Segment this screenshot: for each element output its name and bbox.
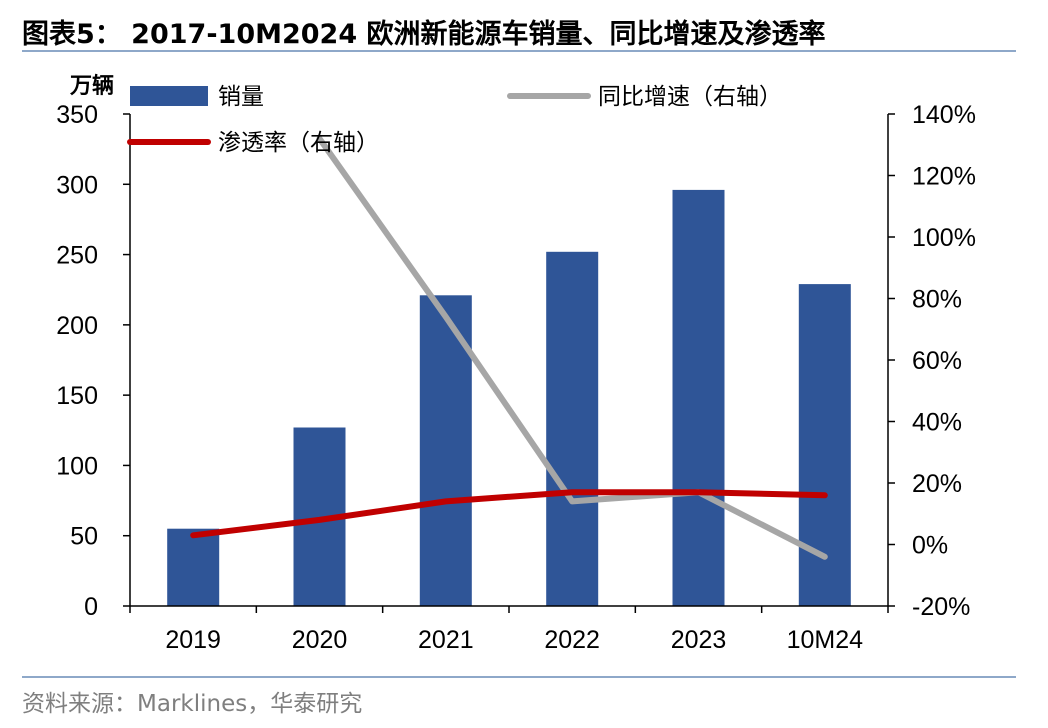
right-tick-label: -20% [912,593,970,621]
lines-layer [190,135,828,560]
series-line-0 [316,135,828,560]
axes-layer: 0 50 100 150 200 250 300 350 -20% 0% 20% 40% 60% 80% 1… [56,101,976,654]
x-tick-label: 2019 [165,626,221,654]
x-tick-label: 10M24 [787,626,864,654]
legend-label-yoy: 同比增速（右轴） [598,84,782,110]
chart-title: 图表5： 2017-10M2024 欧洲新能源车销量、同比增速及渗透率 [22,19,826,50]
right-tick-label: 60% [912,347,962,375]
bar-2019 [167,528,220,606]
legend-label-sales: 销量 [218,84,264,110]
bar-10M24 [798,284,851,606]
bar-2022 [546,251,599,607]
left-tick-label: 100 [56,452,98,480]
chart-source: 资料来源：Marklines，华泰研究 [22,691,363,717]
legend: 销量 同比增速（右轴） 渗透率（右轴） [127,84,782,156]
right-tick-label: 0% [912,532,948,560]
right-tick-label: 100% [912,224,976,252]
x-tick-label: 2021 [418,626,474,654]
title-divider [22,50,1016,52]
right-tick-label: 140% [912,101,976,129]
left-tick-label: 50 [70,523,98,551]
left-axis-unit-label: 万辆 [69,73,114,99]
right-tick-label: 40% [912,409,962,437]
left-tick-label: 350 [56,101,98,129]
right-tick-label: 80% [912,286,962,314]
left-tick-label: 250 [56,242,98,270]
left-tick-label: 0 [84,593,98,621]
x-tick-label: 2023 [671,626,727,654]
legend-label-penetration: 渗透率（右轴） [218,130,379,156]
right-tick-label: 120% [912,163,976,191]
x-tick-label: 2022 [544,626,600,654]
source-divider [22,676,1016,678]
bars-layer [167,189,851,607]
left-tick-label: 200 [56,312,98,340]
bar-2023 [672,189,725,606]
legend-swatch-sales [130,86,208,106]
chart-plot: 0 50 100 150 200 250 300 350 -20% 0% 20% 40% 60% 80% 1… [56,73,976,654]
right-tick-label: 20% [912,470,962,498]
x-tick-label: 2020 [292,626,348,654]
series-line-1 [190,489,828,539]
left-tick-label: 300 [56,171,98,199]
left-tick-label: 150 [56,382,98,410]
